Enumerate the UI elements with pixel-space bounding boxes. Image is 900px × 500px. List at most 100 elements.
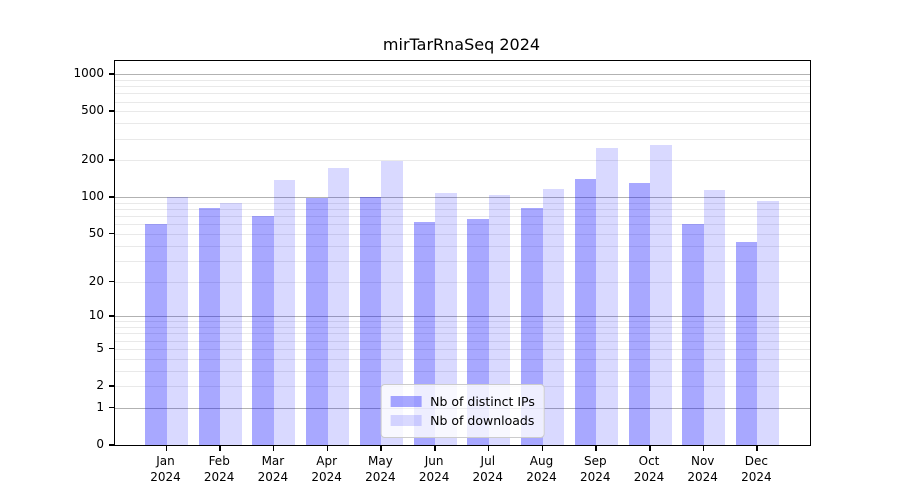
x-tick-label: Jun 2024 bbox=[402, 453, 466, 485]
bar-distinct-ips bbox=[252, 216, 274, 445]
y-tick-label: 1 bbox=[96, 399, 104, 414]
x-tick-mark bbox=[649, 446, 651, 451]
x-tick-label: Sep 2024 bbox=[563, 453, 627, 485]
gridline-minor bbox=[115, 245, 810, 247]
x-tick-mark bbox=[434, 446, 436, 451]
x-tick-label: Feb 2024 bbox=[187, 453, 251, 485]
y-tick-label: 2 bbox=[96, 378, 104, 393]
y-tick-mark bbox=[109, 73, 114, 75]
bar-distinct-ips bbox=[145, 224, 167, 445]
gridline-major bbox=[115, 316, 810, 318]
legend-item: Nb of downloads bbox=[390, 413, 535, 428]
x-tick-year: 2024 bbox=[365, 470, 396, 484]
x-tick-mark bbox=[595, 446, 597, 451]
x-tick-year: 2024 bbox=[150, 470, 181, 484]
gridline-minor bbox=[115, 333, 810, 335]
gridline-minor bbox=[115, 327, 810, 329]
x-tick-month: Oct bbox=[638, 454, 660, 468]
x-tick-month: Dec bbox=[744, 454, 768, 468]
y-tick-mark bbox=[109, 385, 114, 387]
bar-downloads bbox=[488, 195, 511, 445]
gridline-minor bbox=[115, 340, 810, 342]
x-tick-year: 2024 bbox=[418, 470, 450, 484]
x-tick-label: Jul 2024 bbox=[456, 453, 520, 485]
bar-distinct-ips bbox=[359, 196, 382, 445]
x-tick-year: 2024 bbox=[580, 470, 611, 484]
gridline-minor bbox=[115, 348, 810, 350]
x-tick-mark bbox=[541, 446, 543, 451]
y-tick-label: 50 bbox=[88, 225, 104, 240]
y-tick-mark bbox=[109, 347, 114, 350]
x-tick-mark bbox=[487, 446, 490, 451]
gridline-minor bbox=[115, 160, 810, 162]
y-tick-mark bbox=[109, 232, 114, 235]
gridline-minor bbox=[115, 86, 810, 88]
gridline-minor bbox=[115, 224, 810, 226]
y-tick-label: 100 bbox=[81, 189, 104, 204]
x-tick-month: Aug bbox=[529, 454, 554, 468]
y-tick-mark bbox=[109, 196, 114, 198]
legend-swatch-ips bbox=[390, 396, 422, 407]
y-tick-label: 10 bbox=[88, 308, 104, 323]
gridline-minor bbox=[115, 370, 810, 372]
x-tick-label: Oct 2024 bbox=[617, 453, 681, 485]
gridline-minor bbox=[115, 281, 810, 283]
y-tick-label: 20 bbox=[88, 273, 104, 288]
y-tick-mark bbox=[109, 110, 114, 112]
bar-distinct-ips bbox=[628, 182, 650, 445]
y-tick-label: 1000 bbox=[73, 66, 104, 81]
y-tick-label: 0 bbox=[96, 437, 104, 451]
bars-layer bbox=[115, 61, 810, 445]
gridline-minor bbox=[115, 209, 810, 211]
x-tick-label: Nov 2024 bbox=[671, 453, 735, 485]
x-tick-month: Sep bbox=[583, 454, 607, 468]
bar-downloads bbox=[166, 197, 188, 445]
x-tick-month: Jun bbox=[424, 454, 444, 468]
gridline-minor bbox=[115, 216, 810, 218]
y-tick-mark bbox=[109, 280, 114, 283]
x-tick-month: Nov bbox=[690, 454, 715, 468]
y-tick-label: 200 bbox=[81, 152, 104, 167]
bar-downloads bbox=[757, 201, 779, 445]
y-tick-mark bbox=[109, 315, 114, 317]
gridline-minor bbox=[115, 93, 810, 95]
bar-downloads bbox=[542, 189, 564, 445]
gridline-minor bbox=[115, 79, 810, 81]
gridline-minor bbox=[115, 101, 810, 103]
gridline-minor bbox=[115, 321, 810, 323]
x-tick-mark bbox=[702, 446, 705, 451]
x-tick-month: May bbox=[367, 454, 393, 468]
gridline-minor bbox=[115, 123, 810, 125]
x-tick-label: May 2024 bbox=[348, 453, 412, 485]
legend: Nb of distinct IPs Nb of downloads bbox=[380, 384, 545, 438]
x-tick-mark bbox=[380, 446, 382, 451]
bar-downloads bbox=[435, 192, 457, 445]
x-tick-mark bbox=[756, 446, 758, 451]
legend-item: Nb of distinct IPs bbox=[390, 394, 535, 409]
y-tick-label: 5 bbox=[96, 340, 104, 355]
chart-title: mirTarRnaSeq 2024 bbox=[382, 35, 541, 54]
x-tick-month: Feb bbox=[208, 454, 230, 468]
x-tick-year: 2024 bbox=[311, 470, 342, 484]
bar-downloads bbox=[220, 202, 242, 445]
x-tick-year: 2024 bbox=[472, 470, 504, 484]
y-tick-mark bbox=[109, 159, 114, 161]
bar-distinct-ips bbox=[306, 197, 328, 445]
gridline-minor bbox=[115, 358, 810, 360]
gridline-major bbox=[115, 197, 810, 199]
bar-distinct-ips bbox=[735, 241, 758, 445]
bar-downloads bbox=[596, 148, 618, 445]
x-tick-label: Mar 2024 bbox=[241, 453, 305, 485]
x-tick-year: 2024 bbox=[687, 470, 718, 484]
legend-swatch-downloads bbox=[390, 415, 422, 426]
bar-distinct-ips bbox=[682, 223, 704, 445]
x-tick-year: 2024 bbox=[741, 470, 772, 484]
bar-distinct-ips bbox=[574, 178, 597, 445]
bar-downloads bbox=[703, 189, 726, 445]
x-tick-year: 2024 bbox=[526, 470, 557, 484]
x-tick-month: Mar bbox=[261, 454, 285, 468]
x-tick-month: Apr bbox=[316, 454, 338, 468]
x-tick-year: 2024 bbox=[203, 470, 235, 484]
x-tick-label: Aug 2024 bbox=[510, 453, 574, 485]
x-tick-year: 2024 bbox=[633, 470, 665, 484]
